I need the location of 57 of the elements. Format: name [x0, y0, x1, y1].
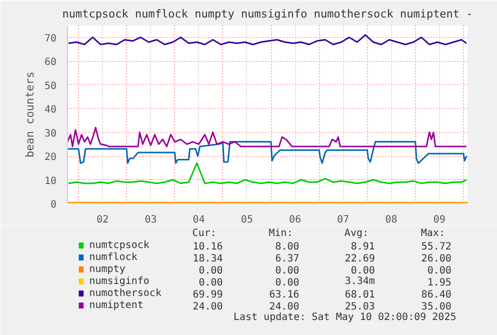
text: Last update: Sat May 10 02:00:09 2025 [233, 312, 456, 323]
text: Max: [420, 228, 445, 239]
line-series [68, 162, 468, 184]
text: 0.00 [427, 266, 452, 276]
text: 22.69 [344, 254, 375, 264]
y-tick-label: 0 [50, 200, 57, 210]
x-tick-label: 07 [337, 214, 350, 226]
text: 0.00 [350, 266, 375, 276]
x-tick-label: 09 [433, 214, 446, 226]
text: 6.37 [275, 254, 300, 264]
text: 3.34m [344, 276, 375, 287]
x-tick-label: 03 [144, 214, 157, 226]
text: 24.00 [192, 302, 223, 312]
x-tick-label: 08 [385, 214, 398, 226]
y-tick-label: 50 [44, 80, 57, 92]
text: 0.00 [275, 278, 300, 288]
legend-label: numiptent [89, 300, 144, 311]
x-tick-label: 05 [240, 214, 253, 226]
text: 0.00 [198, 266, 223, 276]
text: 0.00 [275, 266, 300, 276]
x-tick-label: 02 [96, 214, 109, 226]
text: 86.40 [421, 290, 452, 300]
text: Min: [268, 228, 293, 239]
line-series [68, 34, 468, 46]
text: Avg: [344, 228, 369, 239]
y-tick-label: 40 [44, 104, 57, 116]
text: 69.99 [192, 290, 223, 300]
text: 63.16 [269, 290, 300, 300]
legend-label: numsiginfo [89, 276, 150, 287]
y-axis-title: bean counters [23, 71, 36, 158]
legend-label: numothersock [89, 288, 162, 299]
legend-label: numpty [89, 264, 126, 275]
y-tick-label: 30 [44, 128, 57, 140]
chart-title: numtcpsock numflock numpty numsiginfo numothersock numiptent - [62, 8, 473, 20]
legend-label: numflock [89, 252, 138, 263]
text: 18.34 [192, 254, 223, 264]
legend-label: numtcpsock [89, 240, 150, 251]
text: 8.00 [275, 242, 300, 252]
text: 26.00 [421, 254, 452, 264]
text: 55.72 [421, 242, 452, 252]
x-tick-label: 04 [192, 214, 205, 226]
y-tick-label: 60 [44, 57, 57, 68]
text: 35.00 [421, 302, 452, 312]
text: 0.00 [198, 278, 223, 288]
text: 24.00 [269, 302, 300, 312]
text: Cur: [192, 228, 216, 239]
text: 68.01 [344, 290, 375, 300]
line-series [68, 141, 468, 164]
text: 1.95 [427, 278, 452, 288]
x-tick-label: 06 [289, 214, 302, 226]
text: 25.03 [344, 302, 375, 312]
text: 8.91 [350, 242, 375, 252]
line-series [68, 126, 468, 148]
text: 10.16 [192, 242, 223, 252]
y-tick-label: 70 [44, 33, 57, 44]
y-tick-label: 10 [44, 176, 57, 187]
y-tick-label: 20 [44, 152, 57, 164]
